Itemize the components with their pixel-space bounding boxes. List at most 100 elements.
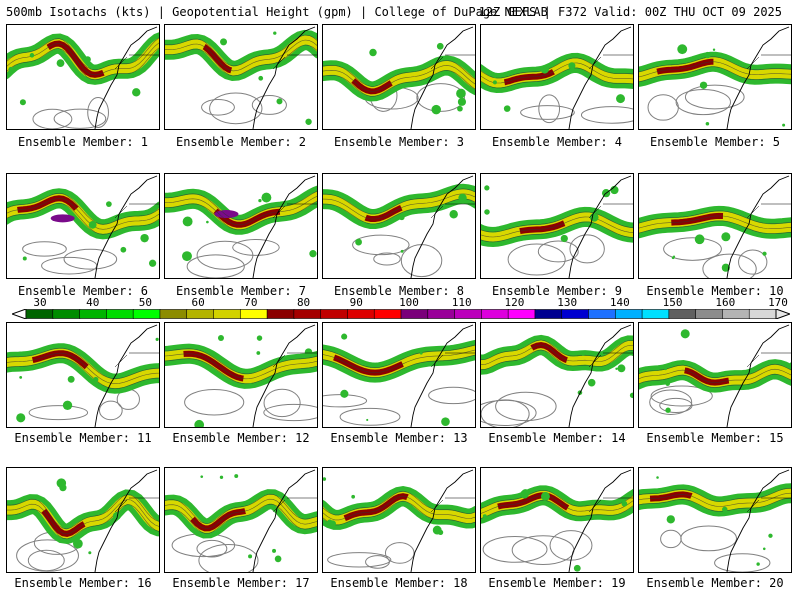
ensemble-map-7 bbox=[164, 173, 318, 279]
colorbar-swatch bbox=[373, 309, 402, 319]
streamline bbox=[481, 67, 633, 89]
isotach-cell bbox=[560, 234, 568, 243]
map-canvas bbox=[481, 324, 633, 427]
map-canvas bbox=[481, 469, 633, 572]
coastline bbox=[726, 324, 790, 427]
height-contour bbox=[201, 98, 235, 116]
height-contour bbox=[98, 400, 123, 421]
isotach-cell bbox=[274, 555, 282, 563]
isotach-cell bbox=[88, 551, 92, 555]
isotach-cell bbox=[789, 362, 791, 369]
streamline bbox=[481, 344, 633, 366]
height-contour bbox=[482, 535, 548, 563]
isotach-cell bbox=[276, 98, 283, 105]
streamline bbox=[639, 66, 791, 83]
isotach-cell bbox=[182, 216, 193, 227]
map-caption-18: Ensemble Member: 18 bbox=[330, 576, 468, 590]
map-canvas bbox=[639, 175, 791, 278]
streamline bbox=[323, 188, 475, 215]
height-contour bbox=[186, 254, 245, 278]
colorbar-swatch bbox=[534, 309, 563, 319]
isotach-cell bbox=[120, 246, 127, 253]
colorbar-tick-label: 40 bbox=[86, 296, 100, 309]
isotach-cell bbox=[694, 234, 705, 245]
coastline bbox=[410, 26, 474, 129]
isotach-cell bbox=[200, 475, 204, 478]
isotach-cell bbox=[261, 192, 272, 203]
ensemble-map-15 bbox=[638, 322, 792, 428]
streamline bbox=[481, 349, 633, 371]
height-contour bbox=[53, 108, 107, 129]
state-line bbox=[588, 499, 602, 513]
map-canvas bbox=[7, 26, 159, 129]
isotach-cell bbox=[762, 251, 767, 256]
isotach-cell bbox=[540, 491, 550, 501]
streamline bbox=[323, 65, 475, 92]
isotach-cell bbox=[140, 233, 149, 243]
isotach-cell bbox=[484, 209, 490, 215]
streamline bbox=[7, 197, 159, 230]
map-caption-7: Ensemble Member: 7 bbox=[175, 284, 307, 298]
colorbar-swatch bbox=[239, 309, 268, 319]
isotach-cell bbox=[112, 511, 121, 520]
height-contour bbox=[28, 405, 89, 421]
isotach-cell bbox=[194, 419, 205, 427]
coastline bbox=[410, 324, 474, 427]
map-caption-13: Ensemble Member: 13 bbox=[330, 431, 468, 445]
height-contour bbox=[41, 256, 98, 275]
colorbar-swatch bbox=[454, 309, 483, 319]
isotach-cell bbox=[722, 506, 728, 513]
isotach-cell bbox=[351, 494, 355, 499]
colorbar-swatch bbox=[293, 309, 322, 319]
streamline bbox=[639, 210, 791, 224]
map-canvas bbox=[639, 469, 791, 572]
height-contour bbox=[507, 243, 566, 276]
isotach-cell bbox=[206, 220, 209, 224]
state-line bbox=[272, 56, 286, 70]
height-contour bbox=[680, 525, 738, 552]
height-contour bbox=[495, 391, 557, 422]
ensemble-map-11 bbox=[6, 322, 160, 428]
colorbar-swatch bbox=[79, 309, 108, 319]
ensemble-map-8 bbox=[322, 173, 476, 279]
state-line bbox=[746, 499, 760, 513]
colorbar-right-arrow bbox=[775, 309, 790, 319]
isotach-cell bbox=[398, 214, 405, 221]
height-contour bbox=[327, 552, 392, 568]
height-contour bbox=[196, 240, 254, 270]
isotach-cell bbox=[256, 335, 263, 341]
isotach-cell bbox=[449, 210, 458, 219]
height-contour bbox=[738, 249, 768, 275]
streamline bbox=[165, 493, 317, 524]
coastline bbox=[252, 26, 316, 129]
isotach-cell bbox=[148, 259, 157, 267]
height-contour bbox=[263, 403, 317, 422]
isotach-cell bbox=[366, 418, 369, 422]
coastline bbox=[568, 26, 632, 129]
colorbar-tick-label: 60 bbox=[191, 296, 205, 309]
height-contour bbox=[384, 542, 415, 564]
isotach-cell bbox=[355, 238, 362, 246]
streamline bbox=[165, 358, 317, 385]
isotach-colorbar: 30 40 50 60 70 80 90 100 110 120 130 140 150 160 170 bbox=[12, 297, 790, 323]
ensemble-map-14 bbox=[480, 322, 634, 428]
streamline bbox=[7, 202, 159, 235]
streamline bbox=[639, 487, 791, 502]
colorbar-swatch bbox=[132, 309, 161, 319]
ensemble-map-18 bbox=[322, 467, 476, 573]
height-contour bbox=[63, 248, 118, 270]
streamline bbox=[481, 221, 633, 243]
height-contour bbox=[196, 539, 228, 558]
height-contour bbox=[339, 407, 401, 426]
streamline bbox=[481, 211, 633, 233]
map-caption-20: Ensemble Member: 20 bbox=[646, 576, 784, 590]
isotach-cell bbox=[219, 51, 223, 55]
ensemble-map-17 bbox=[164, 467, 318, 573]
streamline bbox=[7, 192, 159, 225]
isotach-cell bbox=[457, 105, 463, 112]
streamline bbox=[639, 368, 791, 383]
isotach-cell bbox=[369, 48, 377, 57]
colorbar-swatch bbox=[588, 309, 616, 319]
height-contour bbox=[675, 89, 731, 116]
isotach-cell bbox=[258, 75, 264, 81]
